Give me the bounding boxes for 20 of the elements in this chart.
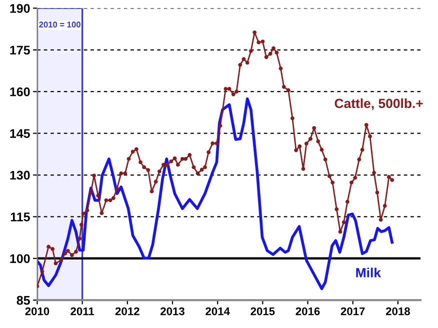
x-tick-label: 2015 xyxy=(250,307,275,316)
y-tick-label: 85 xyxy=(16,296,30,305)
y-tick-label: 145 xyxy=(10,129,30,138)
x-tick-label: 2012 xyxy=(115,307,140,316)
series-label: Milk xyxy=(356,268,381,278)
x-tick-label: 2017 xyxy=(340,307,365,316)
x-tick-label: 2013 xyxy=(160,307,184,316)
x-tick-label: 2014 xyxy=(206,307,230,316)
y-tick-label: 100 xyxy=(10,254,30,264)
y-tick-label: 130 xyxy=(10,170,30,180)
x-tick-label: 2016 xyxy=(296,307,320,316)
y-tick-label: 190 xyxy=(10,4,30,13)
y-tick-label: 115 xyxy=(10,212,30,222)
y-tick-label: 175 xyxy=(10,46,30,55)
x-tick-label: 2018 xyxy=(386,307,410,316)
x-tick-label: 2010 xyxy=(25,307,50,316)
x-tick-label: 2011 xyxy=(70,307,94,316)
y-tick-label: 160 xyxy=(10,87,30,96)
series-label: Cattle, 500lb.+ xyxy=(334,98,423,110)
band-label: 2010 = 100 xyxy=(39,22,80,28)
